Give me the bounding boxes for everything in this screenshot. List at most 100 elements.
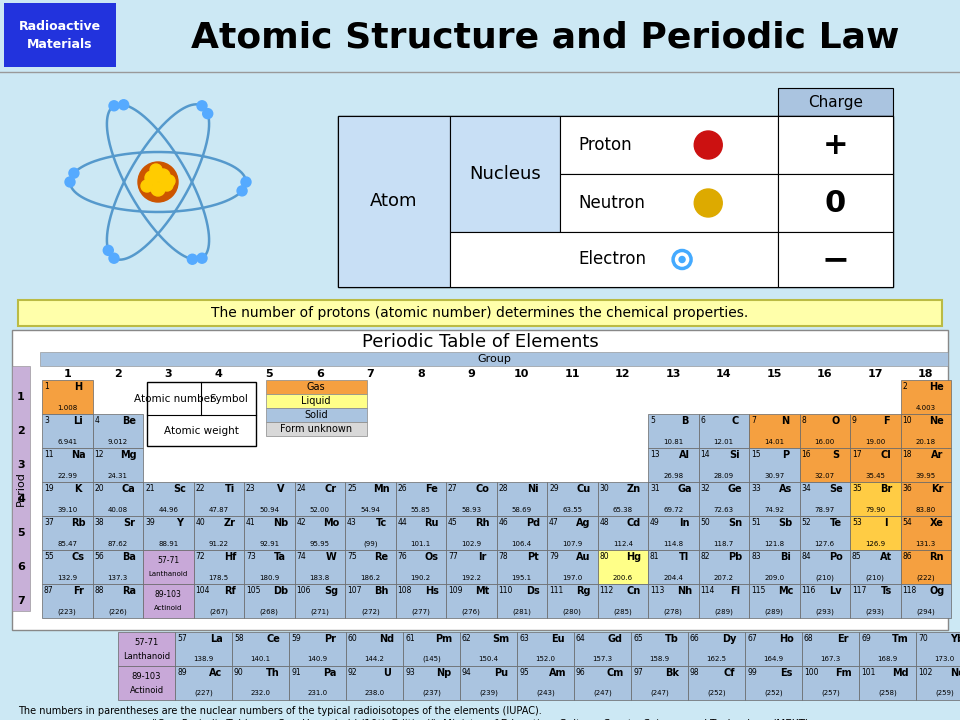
Text: 81: 81: [650, 552, 660, 561]
FancyBboxPatch shape: [338, 116, 450, 287]
Text: 140.9: 140.9: [307, 656, 327, 662]
Text: Ac: Ac: [209, 668, 223, 678]
FancyBboxPatch shape: [147, 382, 255, 446]
Circle shape: [203, 109, 213, 119]
Text: 16: 16: [802, 450, 811, 459]
Text: Br: Br: [880, 484, 893, 494]
Circle shape: [151, 182, 165, 196]
Text: 33: 33: [751, 484, 760, 493]
Text: Rn: Rn: [929, 552, 944, 562]
Text: 60: 60: [348, 634, 358, 643]
FancyBboxPatch shape: [346, 632, 403, 666]
Text: 4: 4: [215, 369, 223, 379]
Text: 107: 107: [347, 586, 362, 595]
FancyBboxPatch shape: [446, 584, 496, 618]
FancyBboxPatch shape: [648, 414, 699, 448]
Circle shape: [673, 251, 691, 269]
Text: (227): (227): [194, 690, 213, 696]
Text: 58: 58: [234, 634, 244, 643]
Text: 64: 64: [576, 634, 586, 643]
Text: 57-71: 57-71: [134, 638, 158, 647]
Text: Er: Er: [837, 634, 849, 644]
Text: 36: 36: [902, 484, 912, 493]
Text: Cl: Cl: [881, 450, 892, 460]
Text: (272): (272): [361, 608, 379, 615]
Text: Si: Si: [730, 450, 740, 460]
Text: Ru: Ru: [424, 518, 439, 528]
Text: Mt: Mt: [475, 586, 490, 596]
FancyBboxPatch shape: [175, 666, 232, 700]
FancyBboxPatch shape: [42, 516, 92, 550]
Text: (145): (145): [422, 655, 441, 662]
Text: Periodic Table of Elements: Periodic Table of Elements: [362, 333, 598, 351]
Text: 12: 12: [94, 450, 104, 459]
Text: 113: 113: [650, 586, 664, 595]
Text: 209.0: 209.0: [764, 575, 784, 581]
FancyBboxPatch shape: [648, 550, 699, 584]
Text: V: V: [276, 484, 284, 494]
Text: Co: Co: [475, 484, 490, 494]
FancyBboxPatch shape: [496, 584, 547, 618]
Text: Tb: Tb: [665, 634, 679, 644]
Text: Radioactive
Materials: Radioactive Materials: [19, 19, 101, 50]
Text: 7: 7: [17, 596, 25, 606]
Text: Eu: Eu: [551, 634, 564, 644]
Text: Atom: Atom: [371, 192, 418, 210]
Text: Xe: Xe: [930, 518, 944, 528]
Text: 100: 100: [804, 668, 819, 677]
Text: As: As: [779, 484, 792, 494]
Text: 102: 102: [918, 668, 932, 677]
Text: 23: 23: [246, 484, 255, 493]
Text: Atomic Structure and Periodic Law: Atomic Structure and Periodic Law: [191, 21, 900, 55]
Text: 31: 31: [650, 484, 660, 493]
Text: 16.00: 16.00: [815, 439, 835, 445]
Text: Fr: Fr: [73, 586, 84, 596]
Text: 24: 24: [297, 484, 306, 493]
Text: 35.45: 35.45: [865, 473, 885, 479]
FancyBboxPatch shape: [547, 516, 597, 550]
Text: 12.01: 12.01: [713, 439, 733, 445]
Text: 195.1: 195.1: [512, 575, 532, 581]
Text: 164.9: 164.9: [763, 656, 783, 662]
Text: Ce: Ce: [266, 634, 280, 644]
Text: Ta: Ta: [275, 552, 286, 562]
Text: 101.1: 101.1: [411, 541, 431, 547]
Text: 10.81: 10.81: [663, 439, 684, 445]
Text: (289): (289): [765, 608, 783, 615]
Text: 24.31: 24.31: [108, 473, 128, 479]
Text: 6: 6: [316, 369, 324, 379]
FancyBboxPatch shape: [345, 550, 396, 584]
FancyBboxPatch shape: [850, 448, 900, 482]
Text: 116: 116: [802, 586, 816, 595]
Text: 15: 15: [767, 369, 782, 379]
Text: 27: 27: [448, 484, 458, 493]
Text: Al: Al: [679, 450, 690, 460]
Text: 11: 11: [44, 450, 54, 459]
Text: 15: 15: [751, 450, 760, 459]
Text: 89-103: 89-103: [132, 672, 161, 680]
Text: Cr: Cr: [324, 484, 337, 494]
Text: Pa: Pa: [324, 668, 337, 678]
Text: Ba: Ba: [122, 552, 135, 562]
Text: 52: 52: [802, 518, 811, 527]
Text: 49: 49: [650, 518, 660, 527]
Text: 94: 94: [462, 668, 471, 677]
FancyBboxPatch shape: [648, 482, 699, 516]
Text: 5: 5: [650, 416, 655, 425]
FancyBboxPatch shape: [289, 666, 346, 700]
Text: 40.08: 40.08: [108, 507, 128, 513]
FancyBboxPatch shape: [118, 632, 175, 666]
Text: 91: 91: [291, 668, 300, 677]
Text: 3: 3: [44, 416, 49, 425]
Text: −: −: [822, 243, 850, 276]
Text: O: O: [831, 416, 840, 426]
FancyBboxPatch shape: [92, 516, 143, 550]
FancyBboxPatch shape: [574, 666, 631, 700]
Text: Actinoid: Actinoid: [130, 686, 163, 695]
Text: 84: 84: [802, 552, 811, 561]
Text: (294): (294): [917, 608, 935, 615]
Text: (289): (289): [714, 608, 733, 615]
Text: 6: 6: [17, 562, 25, 572]
Text: 99: 99: [747, 668, 756, 677]
FancyBboxPatch shape: [143, 550, 194, 584]
